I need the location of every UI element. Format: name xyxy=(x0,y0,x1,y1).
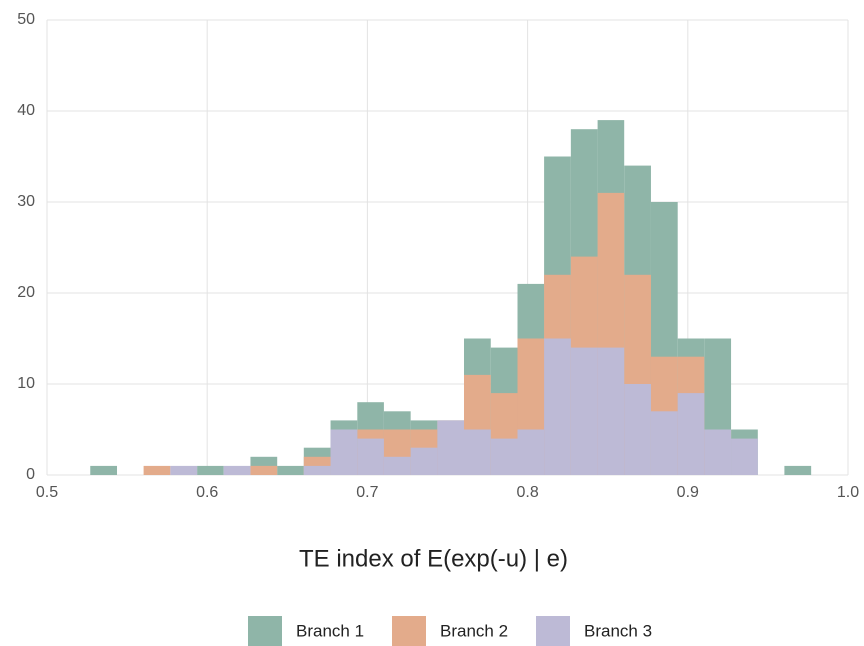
legend-label: Branch 2 xyxy=(440,621,508,640)
bar xyxy=(437,420,465,475)
bar xyxy=(677,393,705,475)
x-tick-label: 0.5 xyxy=(36,484,58,501)
y-tick-label: 30 xyxy=(17,193,35,210)
bar xyxy=(490,438,518,475)
x-tick-label: 0.8 xyxy=(516,484,538,501)
x-tick-label: 0.7 xyxy=(356,484,378,501)
bar xyxy=(277,465,304,475)
bar xyxy=(383,456,411,475)
bar xyxy=(330,429,358,475)
bar xyxy=(704,429,732,475)
y-tick-label: 40 xyxy=(17,102,35,119)
y-tick-label: 20 xyxy=(17,284,35,301)
bar xyxy=(410,447,438,475)
bar xyxy=(624,384,651,475)
bar xyxy=(170,465,198,475)
bar xyxy=(731,438,758,475)
x-tick-label: 0.9 xyxy=(677,484,699,501)
y-tick-label: 0 xyxy=(26,466,35,483)
bar xyxy=(464,429,491,475)
x-axis-label: TE index of E(exp(-u) | e) xyxy=(299,545,568,572)
bar xyxy=(570,347,598,475)
bar xyxy=(90,465,118,475)
bar xyxy=(597,347,625,475)
legend-swatch xyxy=(392,616,426,646)
x-tick-label: 0.6 xyxy=(196,484,218,501)
bar xyxy=(223,465,251,475)
bar xyxy=(143,465,171,475)
x-tick-label: 1.0 xyxy=(837,484,859,501)
bar xyxy=(357,438,384,475)
bar xyxy=(303,465,331,475)
bar xyxy=(544,338,571,475)
bar xyxy=(197,465,224,475)
legend-swatch xyxy=(536,616,570,646)
bar xyxy=(650,411,678,475)
bar xyxy=(250,465,278,475)
legend-label: Branch 3 xyxy=(584,621,652,640)
y-tick-label: 10 xyxy=(17,375,35,392)
bar xyxy=(784,465,812,475)
legend-swatch xyxy=(248,616,282,646)
legend-label: Branch 1 xyxy=(296,621,364,640)
bar xyxy=(517,429,545,475)
y-tick-label: 50 xyxy=(17,11,35,28)
